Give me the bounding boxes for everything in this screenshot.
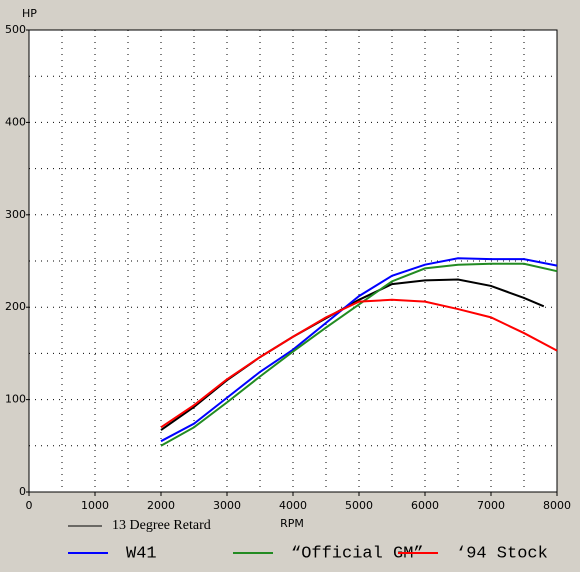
y-tick-label: 500 xyxy=(5,23,26,36)
y-axis-label: HP xyxy=(22,7,37,20)
line xyxy=(160,298,558,429)
y-tick-label: 200 xyxy=(5,300,26,313)
x-tick-label: 0 xyxy=(26,499,33,512)
y-tick-label: 400 xyxy=(5,115,26,128)
x-axis-label: RPM xyxy=(280,517,304,530)
x-tick-label: 6000 xyxy=(411,499,439,512)
line xyxy=(160,257,558,443)
y-tick-label: 0 xyxy=(19,485,26,498)
x-tick-label: 5000 xyxy=(345,499,373,512)
x-tick-label: 4000 xyxy=(279,499,307,512)
y-tick-label: 300 xyxy=(5,208,26,221)
x-tick-label: 7000 xyxy=(477,499,505,512)
legend-label: ‘94 Stock xyxy=(456,544,548,563)
x-tick-label: 3000 xyxy=(213,499,241,512)
y-tick-label: 100 xyxy=(5,393,26,406)
legend-label: W41 xyxy=(126,544,157,563)
legend-label: “Official GM” xyxy=(291,544,424,563)
x-tick-label: 2000 xyxy=(147,499,175,512)
x-tick-label: 8000 xyxy=(543,499,571,512)
legend-label: 13 Degree Retard xyxy=(112,518,211,533)
line xyxy=(160,262,558,447)
x-tick-label: 1000 xyxy=(81,499,109,512)
